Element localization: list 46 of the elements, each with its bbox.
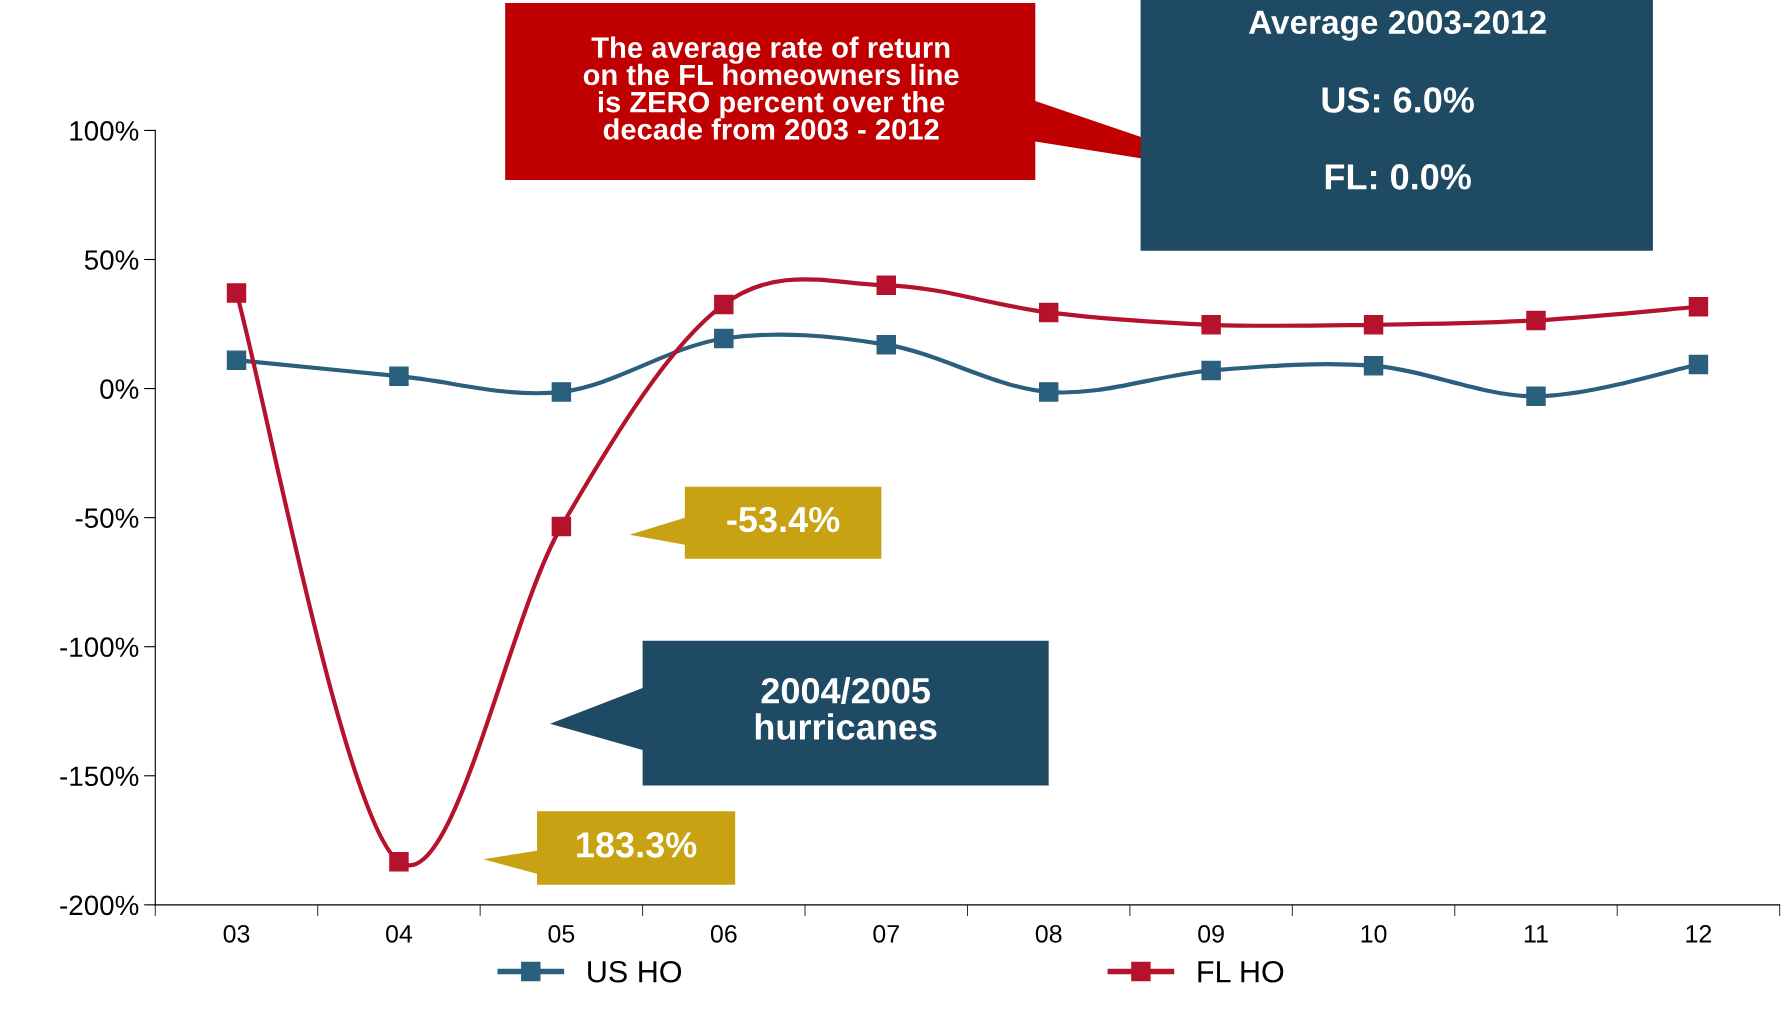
point <box>1688 297 1709 317</box>
point <box>226 283 247 303</box>
x-tick-label: 09 <box>1198 924 1224 943</box>
point <box>1526 310 1546 331</box>
y-tick-label: 100% <box>70 121 139 141</box>
x-tick-label: 08 <box>1035 924 1062 943</box>
point <box>1201 360 1221 381</box>
point <box>876 334 896 355</box>
point <box>389 852 409 872</box>
annotation: FL: 0.0% <box>1325 164 1471 190</box>
y-tick-label: -50% <box>75 508 139 528</box>
x-tick-label: 04 <box>386 924 413 943</box>
x-tick-label: 10 <box>1361 924 1387 943</box>
point <box>1363 356 1384 376</box>
point <box>551 516 572 537</box>
point <box>1526 386 1546 407</box>
x-tick-label: 05 <box>548 924 575 943</box>
legend-label: US HO <box>588 960 682 983</box>
point <box>714 294 734 315</box>
annotation: -53.4% <box>727 506 840 533</box>
y-tick-label: 50% <box>84 250 139 270</box>
point <box>1688 354 1709 375</box>
point <box>1201 315 1221 335</box>
annotation: The average rate of return on the FL homeowners line is ZERO percent over the decade from 2003 - 2012 <box>583 36 959 140</box>
text: Average 2003-2012 <box>1249 10 1546 41</box>
x-tick-label: 06 <box>710 924 737 943</box>
x-tick-label: 11 <box>1524 925 1548 943</box>
point <box>876 275 896 296</box>
point <box>1363 315 1384 335</box>
point <box>1038 302 1059 323</box>
annotation: 2004/2005 hurricanes <box>755 677 937 740</box>
point <box>389 366 409 386</box>
y-tick-label: -100% <box>60 637 139 658</box>
point <box>714 328 734 349</box>
y-tick-label: -200% <box>60 895 139 916</box>
x-tick-label: 03 <box>223 924 250 943</box>
y-tick-label: 0% <box>100 379 139 399</box>
annotation: 183.3% <box>577 832 697 858</box>
legend-label: FL HO <box>1198 960 1284 983</box>
point <box>1038 382 1059 402</box>
text: US: 6.0% <box>1322 87 1474 113</box>
x-tick-label: 12 <box>1686 924 1712 943</box>
x-tick-label: 07 <box>873 924 899 943</box>
point <box>226 350 247 370</box>
y-tick-label: -150% <box>60 766 139 787</box>
point <box>551 382 572 402</box>
